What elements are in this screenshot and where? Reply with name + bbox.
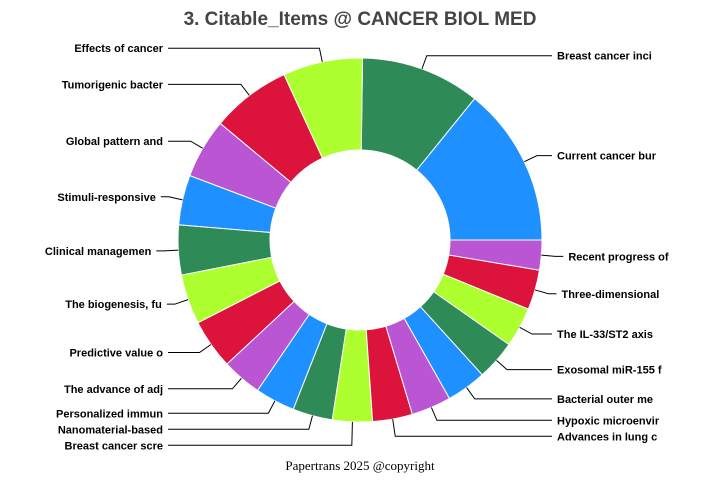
slice-label: Bacterial outer me [557,394,653,406]
leader-line [392,418,552,437]
slice-label: Clinical managemen [45,246,152,258]
leader-line [421,55,552,70]
slice-label: Tumorigenic bacter [62,79,164,91]
leader-line [524,155,552,163]
leader-line [466,387,552,400]
leader-line [430,407,552,421]
slice-label: Recent progress of [568,251,669,263]
leader-line [168,47,323,63]
leader-line [168,415,313,430]
slice-label: Predictive value o [69,348,163,360]
leader-line [166,299,189,305]
slice-label: Three-dimensional [561,289,659,301]
leader-line [168,400,276,414]
slice-label: Stimuli-responsive [57,192,155,204]
slice-label: Advances in lung c [557,431,657,443]
slice-label: The advance of adj [64,384,163,396]
slices-group [177,57,543,423]
slice-label: Current cancer bur [557,151,657,163]
chart-title: 3. Citable_Items @ CANCER BIOL MED [184,9,537,30]
leader-line [534,289,557,295]
slice-label: Exosomal miR-155 f [557,365,662,377]
slice-label: Hypoxic microenvir [557,415,660,427]
slice-label: The biogenesis, fu [65,299,162,311]
copyright-footer: Papertrans 2025 @copyright [285,458,435,473]
leader-line [156,249,179,252]
slice-label: The IL-33/ST2 axis [557,329,653,341]
leader-line [168,421,353,446]
leader-line [168,83,250,96]
slice-label: Global pattern and [66,136,163,148]
leader-line [160,196,183,201]
leader-lines-group [156,47,564,446]
leader-line [168,140,204,149]
leader-line [519,326,552,335]
slice-label: Breast cancer scre [65,440,163,452]
slice-label: Personalized immun [56,408,163,420]
leader-line [496,360,552,371]
leader-line [168,344,212,354]
slice-label: Breast cancer inci [557,51,652,63]
slice-label: Effects of cancer [74,43,163,55]
leader-line [168,377,242,390]
slice-labels-group: Current cancer bur Breast cancer inci Effe… [45,43,669,452]
slice-recent-progress-of [448,239,543,271]
leader-line [541,254,564,257]
slice-label: Nanomaterial-based [58,424,163,436]
